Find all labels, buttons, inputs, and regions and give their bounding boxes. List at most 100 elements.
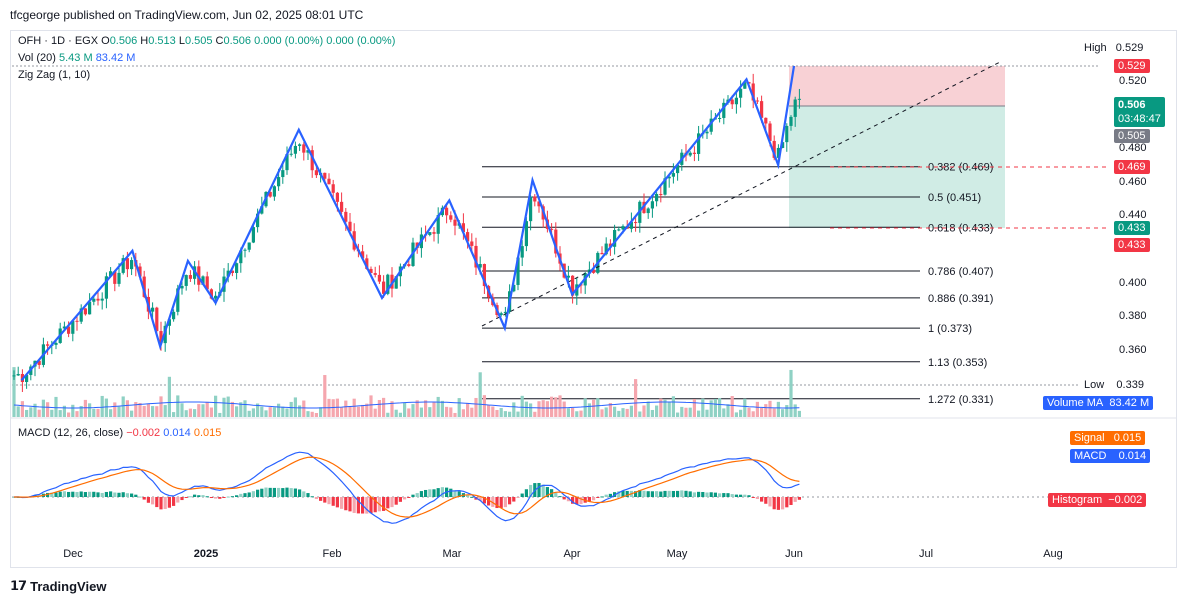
candle-body — [629, 222, 633, 229]
fib-retracement[interactable]: 0.382 (0.469)0.5 (0.451)0.618 (0.433)0.7… — [482, 162, 993, 406]
candle-body — [121, 258, 125, 273]
histogram-bar — [298, 489, 302, 497]
zigzag-label: Zig Zag (1, 10) — [18, 69, 91, 81]
volume-bar — [142, 405, 146, 417]
volume-bar — [83, 399, 87, 417]
histogram-bar — [508, 497, 512, 505]
histogram-bar — [566, 497, 570, 502]
volume-bar — [218, 412, 222, 417]
histogram-bar — [587, 497, 591, 502]
volume-bar — [554, 397, 558, 417]
volume-bar — [663, 399, 667, 417]
volume-bar — [50, 409, 54, 417]
candle-body — [571, 275, 575, 296]
histogram-bar — [230, 496, 234, 498]
histogram-bar — [575, 497, 579, 505]
histogram-bar — [512, 497, 516, 502]
candle-body — [96, 298, 100, 301]
volume-bar — [671, 396, 675, 417]
histogram-bar — [398, 497, 402, 502]
volume-bar — [583, 398, 587, 417]
histogram-bar — [209, 497, 213, 498]
volume-ma-tag: Volume MA 83.42 M — [1043, 396, 1154, 410]
volume-bar — [579, 410, 583, 417]
candle-body — [151, 307, 155, 312]
histogram-bar — [415, 493, 419, 497]
candle-body — [327, 178, 331, 185]
candle-body — [180, 285, 184, 289]
volume-bar — [571, 407, 575, 417]
histogram-bar — [344, 497, 348, 511]
histogram-bar — [184, 497, 188, 498]
candle-body — [37, 360, 41, 365]
histogram-bar — [113, 492, 117, 497]
volume-bar — [12, 367, 16, 417]
histogram-bar — [739, 494, 743, 497]
x-tick-aug: Aug — [1043, 548, 1063, 560]
volume-bar — [272, 407, 276, 417]
candle-body — [214, 295, 218, 299]
volume-bar — [113, 402, 117, 417]
candle-body — [634, 222, 638, 224]
candle-body — [306, 150, 310, 153]
histogram-bar — [764, 497, 768, 504]
volume-bar — [436, 396, 440, 417]
publish-info: tfcgeorge published on TradingView.com, … — [10, 8, 364, 22]
volume-bar — [176, 395, 180, 417]
volume-bar — [440, 400, 444, 417]
candle-body — [512, 284, 516, 292]
volume-bar — [205, 401, 209, 417]
volume-bar — [600, 409, 604, 417]
candle-body — [709, 118, 713, 132]
histogram-bar — [382, 497, 386, 511]
zigzag-line[interactable] — [20, 65, 796, 382]
volume-bar — [457, 398, 461, 417]
volume-bar — [667, 401, 671, 417]
candle-body — [617, 229, 621, 231]
volume-bar — [604, 407, 608, 417]
candle-body — [281, 170, 285, 178]
volume-bar — [781, 409, 785, 417]
volume-bar — [575, 411, 579, 417]
histogram-bar — [705, 492, 709, 497]
volume-bar — [155, 406, 159, 417]
candle-body — [705, 131, 709, 134]
histogram-bar — [373, 497, 377, 513]
stop-zone[interactable] — [789, 66, 1005, 106]
histogram-bar — [789, 497, 793, 505]
volume-bar — [491, 406, 495, 417]
histogram-bar — [260, 488, 264, 497]
fib-label: 0.786 (0.407) — [928, 266, 993, 278]
volume-bar — [314, 412, 318, 417]
histogram-bar — [256, 489, 260, 497]
volume-bar — [348, 406, 352, 417]
histogram-bar — [529, 484, 533, 497]
candle-body — [386, 274, 390, 294]
candle-body — [449, 215, 453, 220]
chart-frame[interactable] — [10, 30, 1177, 568]
histogram-bar — [680, 490, 684, 497]
histogram-bar — [646, 491, 650, 497]
histogram-bar — [478, 497, 482, 502]
open-label: O — [101, 35, 110, 47]
price-tag-529: 0.529 — [1114, 59, 1150, 73]
histogram-bar — [697, 491, 701, 497]
signal-tag: Signal 0.015 — [1070, 431, 1146, 445]
volume-bar — [482, 395, 486, 417]
histogram-bar — [440, 487, 444, 497]
volume-bar — [323, 375, 327, 417]
volume-bar — [432, 402, 436, 417]
signal-legend-value: 0.014 — [163, 427, 191, 439]
candle-body — [340, 201, 344, 212]
low-label: L — [178, 35, 185, 47]
candles[interactable] — [12, 73, 801, 393]
volume-bar — [793, 404, 797, 417]
histogram-bar — [617, 491, 621, 497]
volume-bar — [629, 405, 633, 417]
tradingview-brand[interactable]: 𝟭𝟳 TradingView — [10, 578, 106, 594]
candle-body — [142, 276, 146, 297]
volume-bar — [243, 400, 247, 417]
histogram-bar — [46, 492, 50, 497]
candle-body — [739, 88, 743, 98]
